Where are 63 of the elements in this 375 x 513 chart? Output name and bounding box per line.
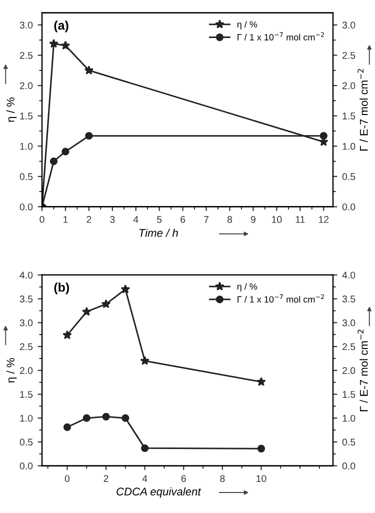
x-tick-label: 10 [256, 475, 266, 482]
x-tick-label: 8 [227, 216, 232, 223]
y2-axis-title: Γ / E-7 mol cm$^{−2}$ [358, 69, 368, 151]
y2-tick-label: 0.5 [342, 173, 356, 180]
legend-label: Γ / 1 x 10$^{−7}$ mol cm$^{−2}$ [238, 294, 324, 303]
y2-tick-label: 1.0 [342, 142, 356, 150]
y-tick-label: 2.0 [20, 82, 33, 90]
x-tick-label: 4 [142, 475, 148, 482]
y2-tick-label: 2.5 [342, 52, 356, 59]
x-tick-label: 7 [204, 216, 208, 223]
y2-tick-label: 2.5 [342, 343, 356, 350]
x-tick-label: 6 [181, 475, 186, 482]
y2-tick-label: 1.0 [342, 414, 356, 422]
y-tick-label: 1.5 [20, 112, 33, 120]
y-tick-label: 0.0 [20, 462, 33, 470]
y-tick-label: 2.0 [20, 367, 33, 374]
y-tick-label: 3.0 [20, 22, 33, 29]
x-tick-label: 10 [272, 216, 282, 223]
y-axis-title: η / % [6, 358, 17, 382]
x-axis-title: Time / h [139, 228, 178, 237]
y-tick-label: 1.0 [20, 414, 33, 422]
y-tick-label: 2.5 [20, 52, 33, 59]
y2-tick-label: 2.0 [342, 367, 356, 374]
y2-tick-label: 2.0 [342, 82, 356, 90]
y-tick-label: 1.0 [20, 142, 33, 150]
x-tick-label: 11 [296, 216, 305, 223]
x-tick-label: 2 [86, 216, 92, 223]
y-tick-label: 0.0 [20, 203, 33, 210]
x-tick-label: 1 [64, 216, 68, 223]
y-tick-label: 1.5 [20, 391, 33, 398]
y2-tick-label: 0.5 [342, 438, 356, 446]
x-tick-label: 5 [157, 216, 162, 223]
x-axis-title: CDCA equivalent [116, 487, 202, 498]
x-tick-label: 8 [220, 475, 225, 482]
annotation: (a) [54, 20, 68, 32]
x-tick-label: 6 [180, 216, 186, 223]
annotation: (b) [54, 282, 69, 294]
y-tick-label: 2.5 [20, 343, 33, 350]
x-tick-label: 12 [318, 216, 329, 223]
y2-tick-label: 3.0 [342, 319, 356, 326]
legend-label: Γ / 1 x 10$^{−7}$ mol cm$^{−2}$ [238, 32, 324, 40]
x-tick-label: 3 [110, 216, 115, 223]
y-tick-label: 0.5 [20, 438, 33, 446]
y2-tick-label: 3.0 [342, 22, 356, 29]
y2-tick-label: 4.0 [342, 272, 356, 279]
y-tick-label: 3.0 [20, 319, 33, 326]
x-tick-label: 9 [250, 216, 256, 223]
legend-label: η / % [237, 20, 258, 30]
x-tick-label: 2 [104, 475, 108, 482]
y2-tick-label: 1.5 [342, 112, 356, 120]
y-tick-label: 3.5 [20, 296, 33, 302]
x-tick-label: 0 [64, 475, 70, 482]
y2-tick-label: 0.0 [342, 203, 356, 210]
y-tick-label: 0.5 [20, 173, 33, 180]
y2-tick-label: 0.0 [342, 462, 356, 470]
legend-label: η / % [237, 283, 258, 292]
y-tick-label: 4.0 [20, 272, 33, 279]
y2-tick-label: 1.5 [342, 391, 356, 398]
y-axis-title: η / % [6, 98, 17, 122]
y2-axis-title: Γ / E-7 mol cm$^{−2}$ [358, 330, 368, 412]
x-tick-label: 4 [133, 216, 138, 223]
x-tick-label: 0 [40, 216, 44, 223]
y2-tick-label: 3.5 [342, 296, 356, 302]
